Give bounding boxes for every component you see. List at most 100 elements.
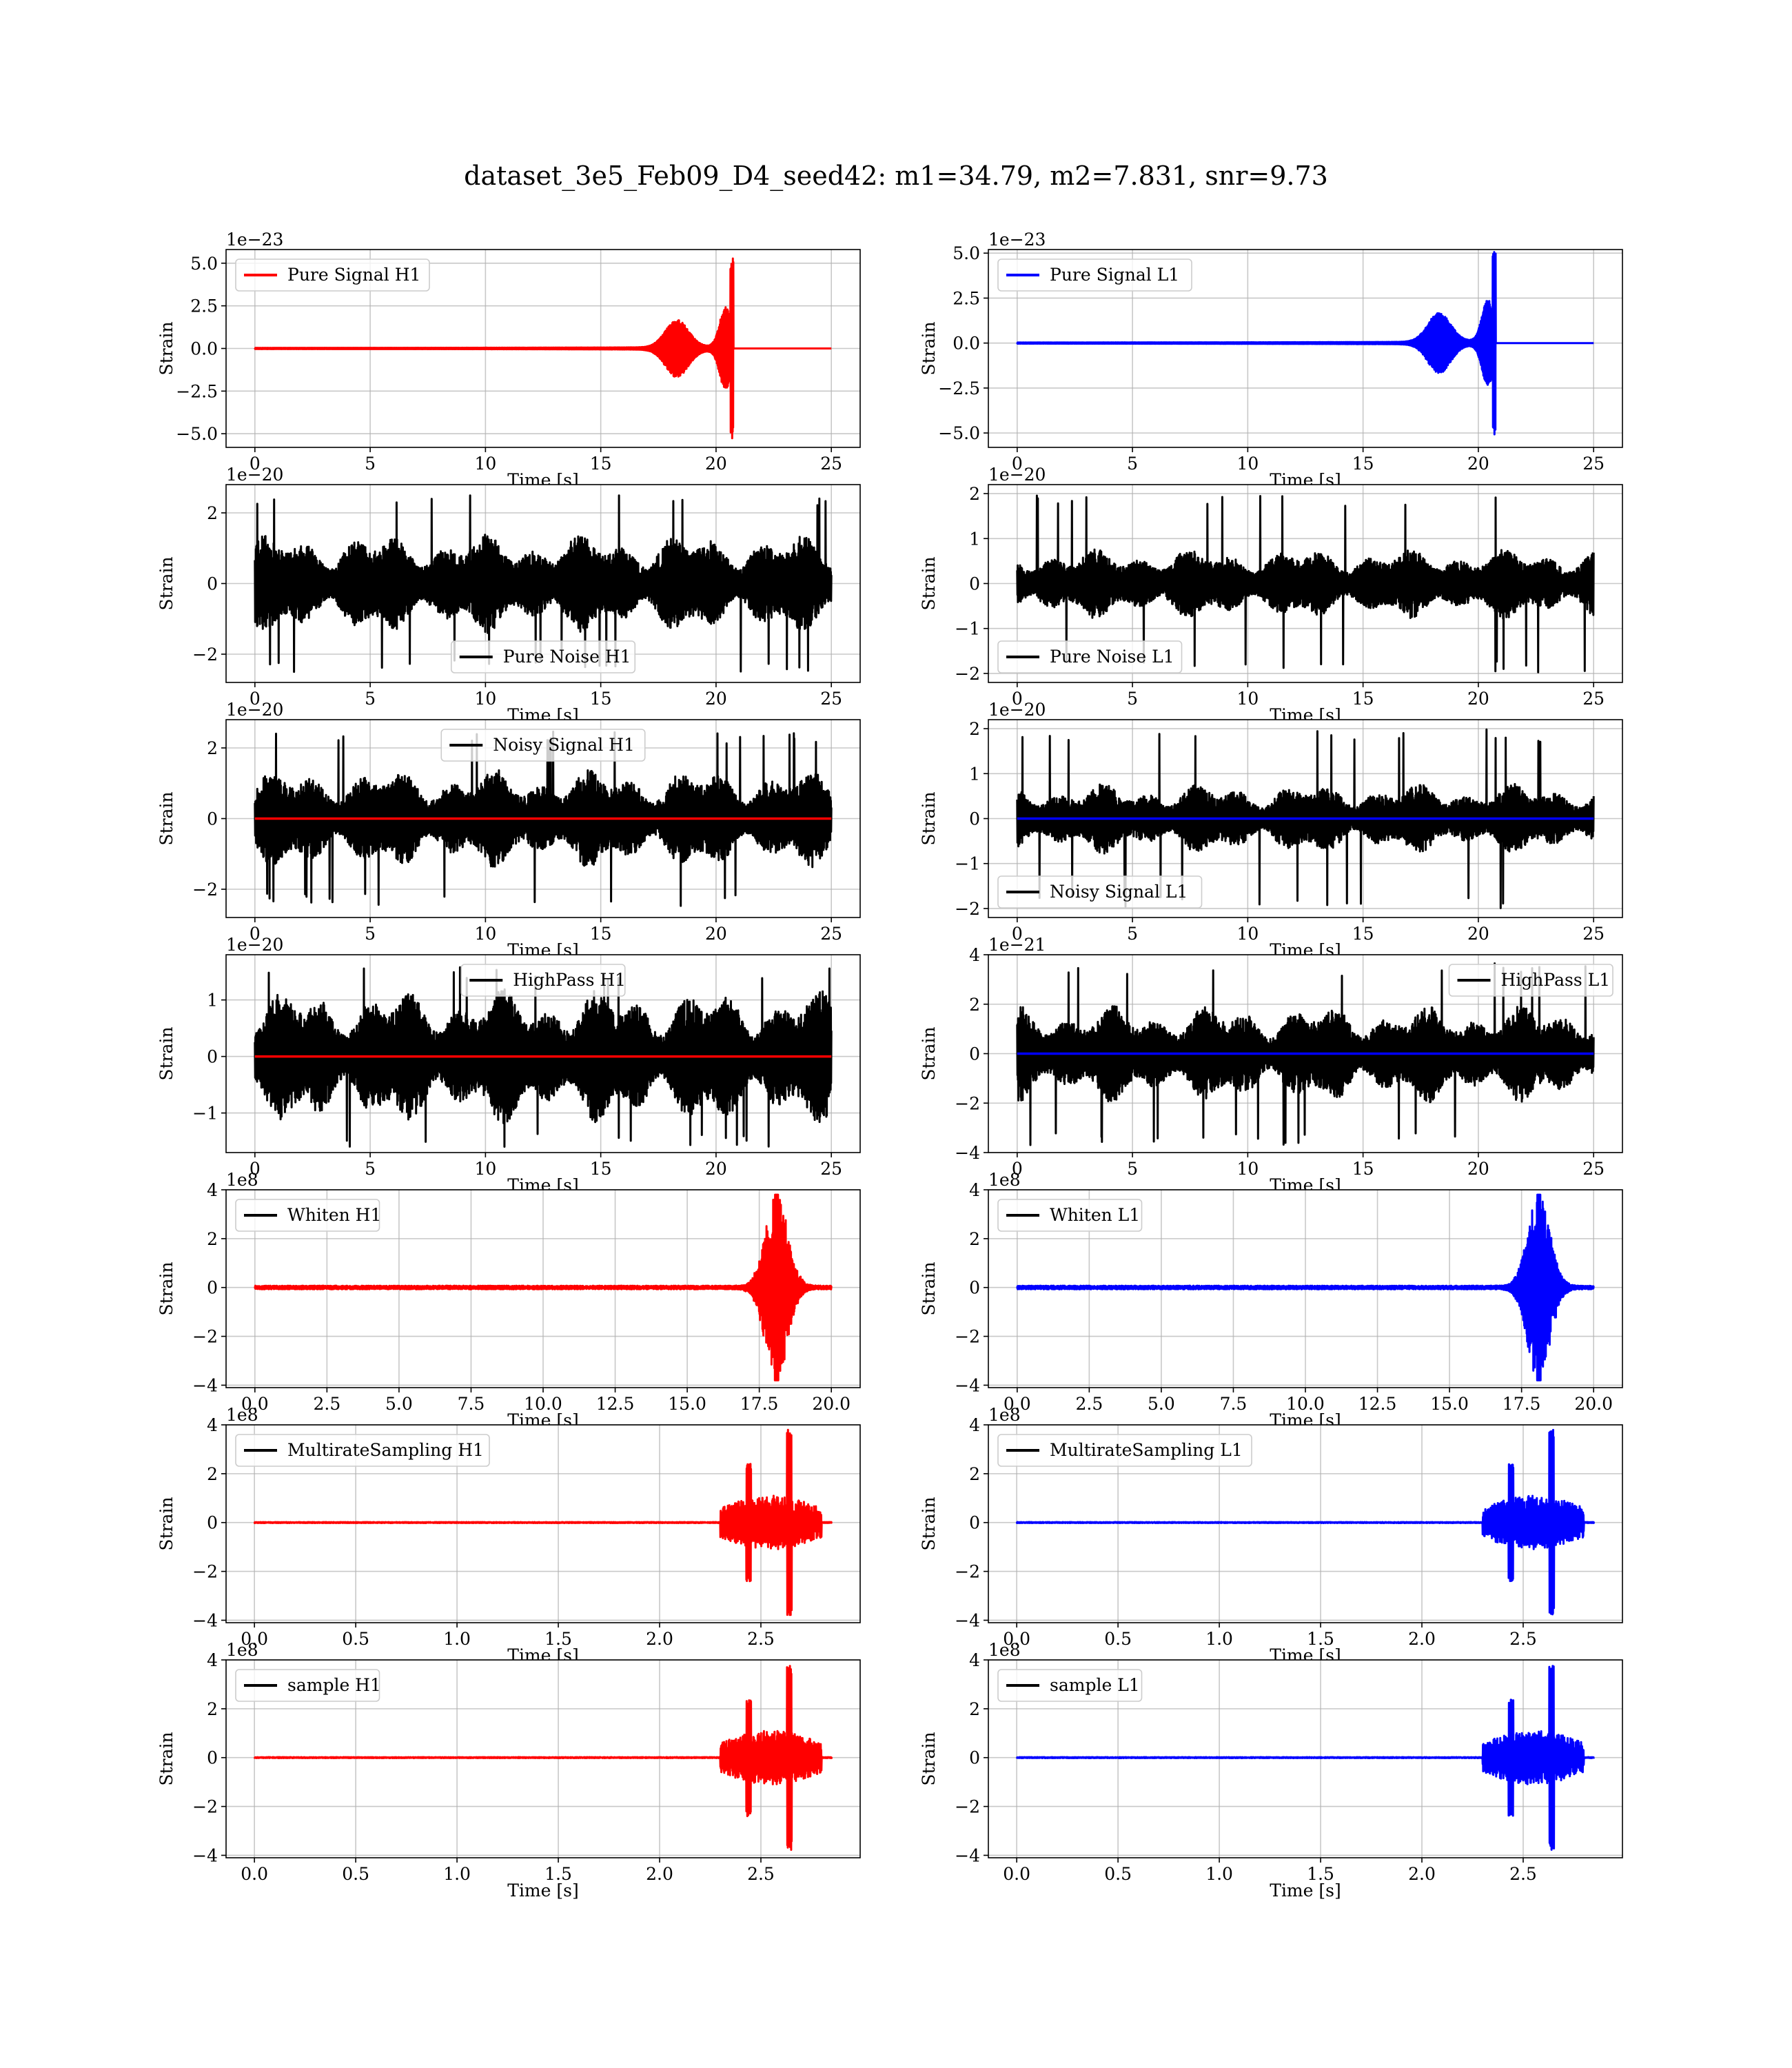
legend-label: MultirateSampling L1 — [1050, 1440, 1243, 1460]
axes-frame — [225, 1659, 861, 1858]
series-group — [1016, 1193, 1595, 1381]
series-line-burst — [1016, 1193, 1595, 1381]
y-axis-label: Strain — [919, 556, 939, 610]
y-tick-label: 0 — [207, 1278, 218, 1298]
legend-box — [235, 258, 430, 292]
y-tick-label: −4 — [192, 1845, 218, 1865]
y-tick-label: −4 — [955, 1610, 980, 1630]
legend-box — [997, 258, 1192, 292]
x-tick-label: 20 — [705, 689, 727, 709]
x-tick-label: 25 — [1582, 1159, 1605, 1179]
series-group — [254, 730, 833, 907]
x-tick-label: 20 — [1467, 924, 1489, 944]
x-tick-label: 0.5 — [1104, 1864, 1132, 1884]
x-tick-label: 0 — [250, 924, 261, 944]
series-line-multirate — [253, 1428, 833, 1616]
x-tick-label: 2.0 — [1408, 1864, 1436, 1884]
series-group — [1016, 728, 1595, 909]
legend-box — [460, 964, 626, 997]
series-line-noise — [1016, 962, 1595, 1146]
legend: sample H1 — [235, 1669, 381, 1702]
legend-box — [1448, 964, 1613, 997]
y-tick-label: 0.0 — [953, 334, 980, 354]
x-tick-label: 7.5 — [458, 1394, 485, 1414]
y-tick-label: 2 — [207, 738, 218, 758]
y-tick-label: 5.0 — [190, 254, 218, 274]
x-tick-label: 5 — [1127, 689, 1138, 709]
legend-label: sample L1 — [1050, 1675, 1140, 1695]
x-tick-label: 1.5 — [1307, 1864, 1334, 1884]
legend: Pure Noise L1 — [997, 640, 1183, 673]
legend-box — [997, 640, 1183, 673]
series-group — [253, 1428, 833, 1616]
y-offset-label: 1e−20 — [988, 700, 1046, 720]
x-tick-label: 10 — [474, 924, 496, 944]
y-offset-label: 1e−20 — [988, 465, 1046, 485]
legend-label: Noisy Signal L1 — [1050, 882, 1188, 902]
x-tick-label: 17.5 — [1503, 1394, 1541, 1414]
x-tick-label: 10 — [474, 454, 496, 474]
x-axis-label: Time [s] — [1270, 1881, 1341, 1900]
x-tick-label: 0 — [250, 454, 261, 474]
legend-label: HighPass L1 — [1501, 970, 1611, 990]
series-line-noise — [1016, 494, 1595, 673]
series-group — [1015, 1665, 1596, 1851]
series-line-noise — [254, 966, 833, 1148]
legend: Pure Signal H1 — [235, 258, 430, 292]
y-axis-label: Strain — [156, 1026, 176, 1080]
legend: MultirateSampling H1 — [235, 1434, 490, 1467]
y-tick-label: 0 — [969, 574, 980, 594]
legend-box — [235, 1434, 490, 1467]
legend-label: Whiten H1 — [287, 1205, 381, 1225]
y-tick-label: −2 — [192, 1797, 218, 1817]
y-tick-label: 2 — [207, 503, 218, 523]
x-axis-label: Time [s] — [507, 1881, 578, 1900]
y-tick-label: −2 — [192, 1327, 218, 1347]
x-tick-label: 20 — [705, 454, 727, 474]
x-tick-label: 15 — [590, 924, 612, 944]
x-tick-label: 0 — [1012, 689, 1023, 709]
y-axis-label: Strain — [156, 556, 176, 610]
y-tick-label: 2.5 — [953, 288, 980, 308]
x-tick-label: 15.0 — [668, 1394, 706, 1414]
x-tick-label: 1.0 — [1205, 1864, 1233, 1884]
x-tick-label: 25 — [820, 689, 842, 709]
panel-sample-h1: 0.0 0.5 1.0 1.5 2.0 2.5 −4 −2 0 2 4 1e8 Time [s] Stra… — [156, 1640, 861, 1900]
axes-frame — [988, 249, 1623, 448]
legend-label: Pure Noise H1 — [503, 647, 631, 667]
x-tick-label: 15 — [1352, 1159, 1374, 1179]
y-tick-label: 4 — [207, 1415, 218, 1435]
x-tick-label: 20 — [705, 1159, 727, 1179]
y-tick-label: 2 — [969, 484, 980, 504]
x-tick-label: 25 — [820, 924, 842, 944]
x-tick-label: 25 — [1582, 924, 1605, 944]
y-tick-label: 0 — [969, 1748, 980, 1768]
y-axis-label: Strain — [919, 1026, 939, 1080]
y-tick-label: −4 — [955, 1845, 980, 1865]
x-tick-label: 0 — [1012, 454, 1023, 474]
axes-frame — [225, 954, 861, 1153]
y-tick-label: −4 — [955, 1375, 980, 1395]
series-group — [254, 1193, 833, 1381]
y-tick-label: 1 — [969, 764, 980, 784]
x-tick-label: 0.0 — [241, 1864, 268, 1884]
x-tick-label: 1.0 — [1205, 1629, 1233, 1649]
x-tick-label: 10 — [1236, 454, 1259, 474]
x-tick-label: 0.0 — [241, 1394, 269, 1414]
legend: Noisy Signal H1 — [440, 729, 646, 762]
legend-box — [997, 1199, 1143, 1232]
y-offset-label: 1e8 — [988, 1170, 1021, 1190]
y-offset-label: 1e−21 — [988, 935, 1046, 955]
x-tick-label: 1.5 — [544, 1864, 572, 1884]
y-offset-label: 1e−20 — [226, 935, 283, 955]
x-tick-label: 20 — [1467, 454, 1489, 474]
y-offset-label: 1e8 — [226, 1405, 258, 1425]
x-tick-label: 0.0 — [1003, 1864, 1030, 1884]
